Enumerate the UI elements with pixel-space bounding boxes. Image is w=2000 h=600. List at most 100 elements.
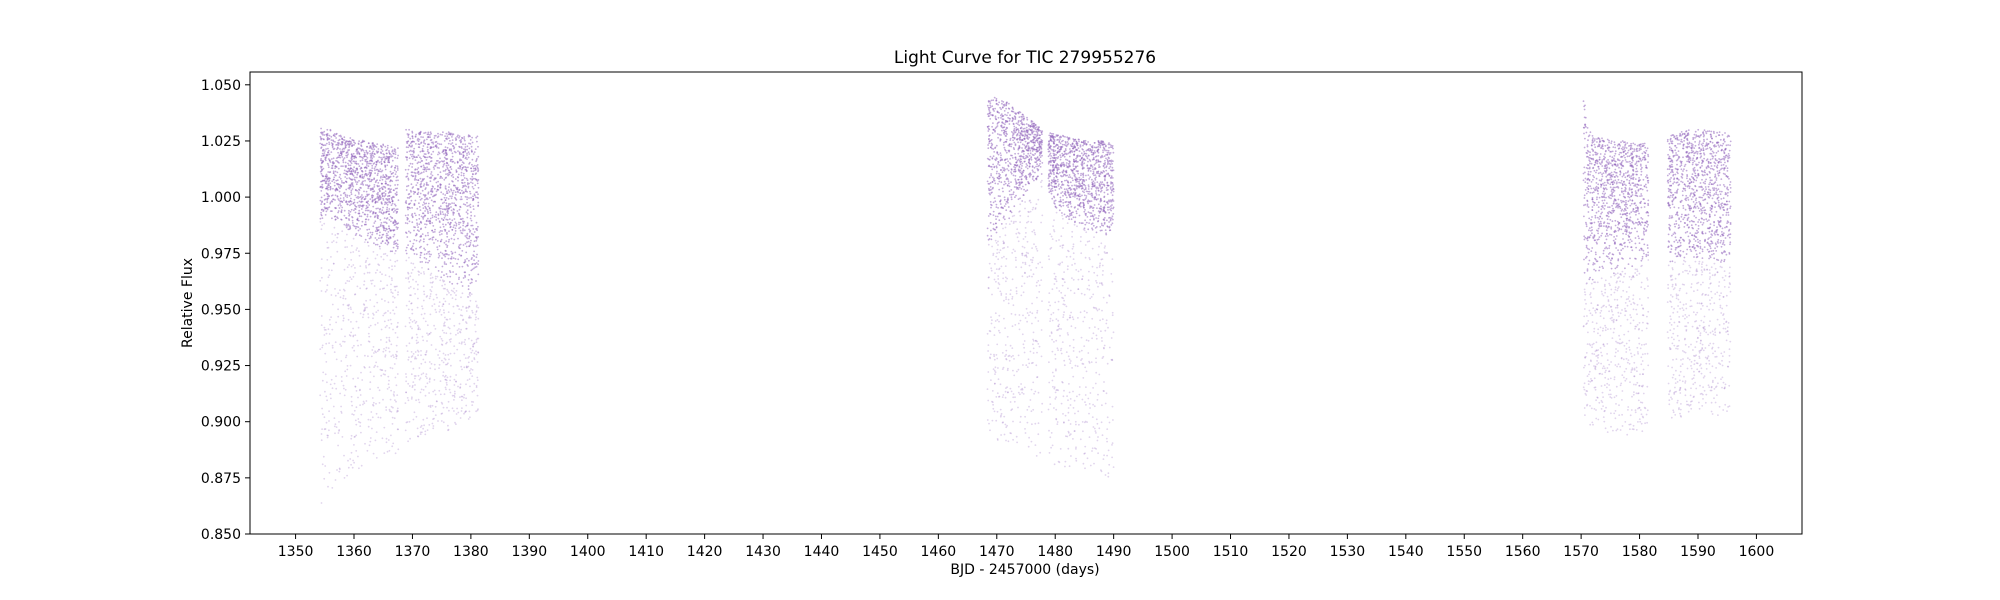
data-point bbox=[407, 133, 410, 136]
data-point bbox=[393, 150, 396, 153]
data-point bbox=[344, 388, 347, 391]
data-point bbox=[365, 190, 368, 193]
data-point bbox=[1037, 134, 1039, 136]
data-point bbox=[369, 419, 372, 421]
data-point bbox=[1005, 132, 1008, 135]
data-point bbox=[1060, 181, 1063, 183]
data-point bbox=[404, 214, 407, 217]
data-point bbox=[425, 208, 428, 210]
data-point bbox=[408, 356, 410, 359]
data-point bbox=[387, 159, 390, 162]
data-point bbox=[412, 249, 415, 252]
data-point bbox=[371, 416, 374, 419]
data-point bbox=[1058, 323, 1060, 326]
data-point bbox=[319, 348, 322, 350]
data-point bbox=[447, 353, 450, 356]
data-point bbox=[329, 202, 332, 205]
data-point bbox=[368, 178, 371, 180]
data-point bbox=[453, 345, 456, 347]
data-point bbox=[1017, 152, 1020, 155]
data-point bbox=[392, 393, 395, 396]
data-point bbox=[355, 156, 357, 159]
data-point bbox=[427, 405, 430, 408]
data-point bbox=[441, 211, 444, 213]
data-point bbox=[389, 259, 392, 261]
data-point bbox=[1011, 157, 1014, 159]
data-point bbox=[357, 396, 359, 399]
data-point bbox=[473, 255, 476, 257]
data-point bbox=[426, 168, 428, 171]
data-point bbox=[324, 390, 326, 393]
data-point bbox=[1041, 266, 1043, 269]
data-point bbox=[392, 175, 395, 178]
data-point bbox=[383, 217, 386, 220]
data-point bbox=[442, 280, 445, 283]
data-point bbox=[387, 201, 389, 204]
data-point bbox=[384, 159, 386, 161]
data-point bbox=[424, 188, 427, 191]
data-point bbox=[989, 356, 991, 359]
data-point bbox=[442, 309, 445, 311]
data-point bbox=[369, 236, 372, 239]
data-point bbox=[323, 199, 326, 201]
data-point bbox=[1110, 224, 1113, 226]
data-point bbox=[431, 422, 434, 425]
data-point bbox=[1019, 415, 1022, 418]
data-point bbox=[427, 136, 430, 139]
data-point bbox=[471, 369, 474, 371]
data-point bbox=[462, 224, 464, 227]
data-point bbox=[364, 160, 367, 163]
data-point bbox=[444, 187, 447, 189]
data-point bbox=[394, 187, 397, 190]
data-point bbox=[473, 245, 475, 248]
data-point bbox=[427, 234, 429, 237]
data-point bbox=[351, 173, 354, 176]
data-point bbox=[1017, 121, 1020, 123]
data-point bbox=[347, 212, 350, 215]
data-point bbox=[1003, 130, 1006, 132]
data-point bbox=[408, 342, 411, 345]
data-point bbox=[441, 151, 444, 154]
data-point bbox=[1022, 238, 1025, 240]
data-point bbox=[440, 207, 442, 210]
data-point bbox=[390, 283, 392, 286]
data-point bbox=[1033, 136, 1036, 139]
data-point bbox=[451, 152, 454, 155]
data-point bbox=[450, 289, 453, 292]
data-point bbox=[408, 256, 410, 259]
data-point bbox=[463, 261, 466, 264]
data-point bbox=[452, 305, 455, 308]
data-point bbox=[472, 177, 475, 180]
data-point bbox=[389, 366, 392, 369]
data-point bbox=[329, 161, 332, 163]
data-point bbox=[357, 142, 360, 145]
data-point bbox=[350, 331, 352, 334]
data-point bbox=[1095, 190, 1097, 192]
data-point bbox=[1034, 140, 1037, 142]
data-point bbox=[418, 230, 420, 233]
data-point bbox=[993, 151, 996, 153]
data-point bbox=[420, 215, 423, 218]
data-point bbox=[391, 217, 394, 220]
data-point bbox=[1015, 188, 1018, 190]
data-point bbox=[451, 155, 454, 158]
data-point bbox=[396, 183, 399, 186]
data-point bbox=[1001, 100, 1003, 102]
data-point bbox=[414, 214, 417, 217]
data-point bbox=[429, 281, 432, 284]
data-point bbox=[438, 245, 441, 247]
data-point bbox=[396, 193, 398, 196]
data-point bbox=[344, 335, 346, 338]
data-point bbox=[371, 397, 374, 399]
data-point bbox=[353, 409, 356, 412]
data-point bbox=[326, 136, 329, 139]
data-point bbox=[413, 411, 416, 414]
data-point bbox=[477, 337, 480, 340]
data-point bbox=[346, 142, 349, 145]
data-point bbox=[426, 156, 429, 159]
data-point bbox=[443, 140, 446, 142]
data-point bbox=[364, 354, 366, 357]
data-point bbox=[375, 402, 377, 405]
data-point bbox=[323, 134, 326, 136]
data-point bbox=[358, 189, 361, 192]
